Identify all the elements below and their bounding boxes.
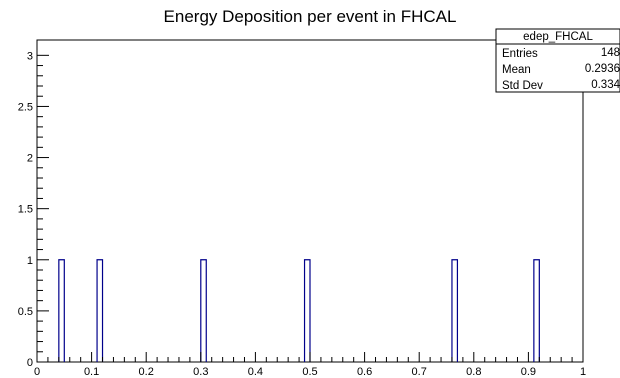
y-tick-label: 3 <box>27 50 33 62</box>
histogram-bar <box>303 259 311 362</box>
stats-box: edep_FHCAL Entries 148 Mean 0.2936 Std D… <box>495 28 620 93</box>
x-tick-label: 0 <box>34 366 40 378</box>
x-tick-label: 0.1 <box>84 366 99 378</box>
stats-stddev-value: 0.334 <box>591 79 620 91</box>
histogram-bar <box>451 259 459 362</box>
x-tick-label: 0.2 <box>139 366 154 378</box>
x-tick-label: 0.3 <box>193 366 208 378</box>
x-tick-label: 0.7 <box>412 366 427 378</box>
x-tick-label: 0.4 <box>248 366 263 378</box>
histogram-bar <box>533 259 540 362</box>
histogram-bar <box>200 259 207 362</box>
y-tick-label: 1.5 <box>18 204 33 216</box>
chart-title: Energy Deposition per event in FHCAL <box>164 7 457 26</box>
stats-mean-value: 0.2936 <box>585 63 620 75</box>
y-tick-label: 2 <box>27 153 33 165</box>
y-axis: 0 0.5 1 1.5 2 2.5 3 <box>18 50 49 369</box>
x-axis: 0 0.1 0.2 0.3 0.4 0.5 0.6 0.7 0.8 0.9 1 <box>34 352 586 378</box>
y-tick-label: 0 <box>27 357 33 369</box>
x-tick-label: 0.6 <box>357 366 372 378</box>
x-tick-label: 1 <box>580 366 586 378</box>
stats-mean-label: Mean <box>502 64 531 76</box>
y-tick-label: 1 <box>27 255 33 267</box>
y-tick-label: 2.5 <box>18 101 33 113</box>
x-tick-label: 0.8 <box>466 366 481 378</box>
stats-entries-value: 148 <box>601 47 620 59</box>
stats-box-title: edep_FHCAL <box>523 31 593 43</box>
stats-entries-label: Entries <box>502 48 538 60</box>
stats-stddev-label: Std Dev <box>502 80 543 92</box>
x-tick-label: 0.9 <box>521 366 536 378</box>
x-tick-label: 0.5 <box>302 366 317 378</box>
y-tick-label: 0.5 <box>18 306 33 318</box>
histogram-bars <box>58 259 540 362</box>
histogram-bar <box>96 259 104 362</box>
histogram-bar <box>58 259 65 362</box>
